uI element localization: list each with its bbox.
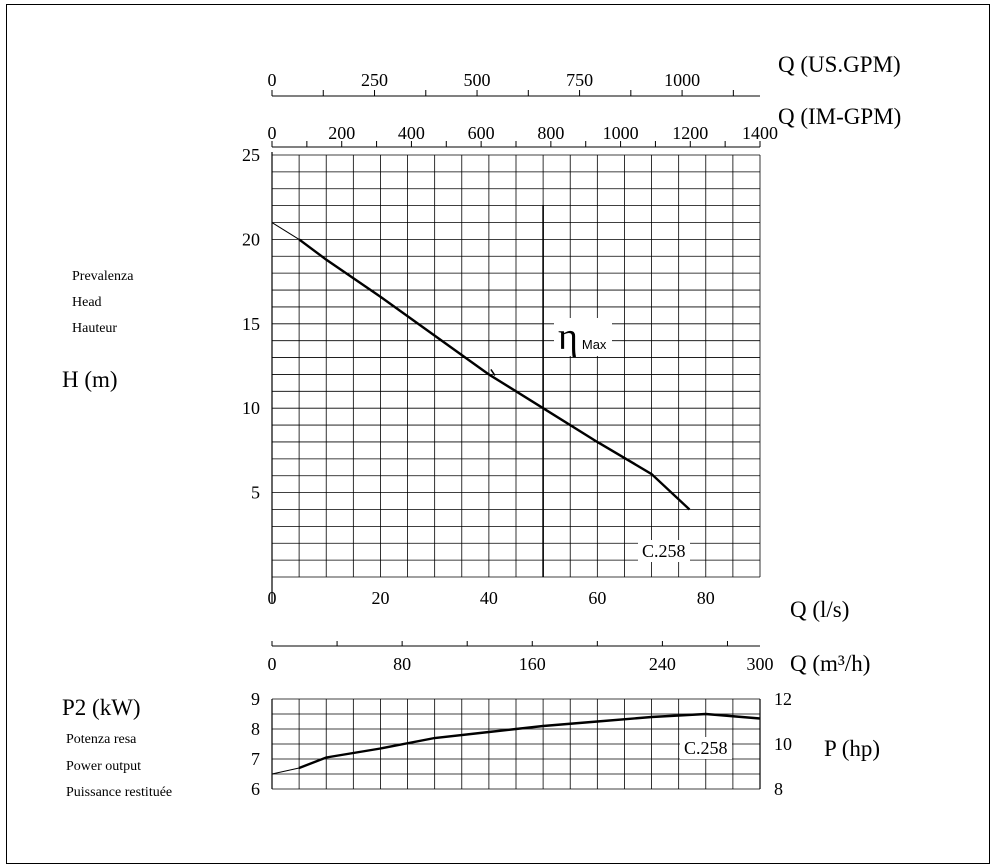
im-gpm-tick-label: 1200 <box>672 123 708 143</box>
m3h-tick-label: 0 <box>268 654 277 674</box>
power-curve-line <box>298 712 761 770</box>
us-gpm-tick-label: 750 <box>566 70 593 90</box>
head-y-tick-label: 15 <box>242 314 260 334</box>
q-ls-axis-label: Q (l/s) <box>790 597 850 622</box>
power-y2-tick-label: 8 <box>774 779 783 799</box>
us-gpm-tick-label: 1000 <box>664 70 700 90</box>
head-curve-tick <box>490 369 496 376</box>
im-gpm-tick-label: 400 <box>398 123 425 143</box>
power-kw-axis-label: P2 (kW) <box>62 695 141 720</box>
us-gpm-axis-label: Q (US.GPM) <box>778 52 901 77</box>
power-title-en: Power output <box>66 759 142 774</box>
im-gpm-tick-label: 600 <box>468 123 495 143</box>
im-gpm-tick-label: 1400 <box>742 123 778 143</box>
us-gpm-tick-label: 0 <box>268 70 277 90</box>
head-curve-extension <box>271 222 300 240</box>
head-title-en: Head <box>72 295 102 310</box>
power-hp-axis-label: P (hp) <box>824 736 881 761</box>
head-x-tick-label: 40 <box>480 588 498 608</box>
head-y-tick-label: 5 <box>251 483 260 503</box>
im-gpm-tick-label: 1000 <box>603 123 639 143</box>
im-gpm-tick-label: 800 <box>537 123 564 143</box>
us-gpm-tick-label: 250 <box>361 70 388 90</box>
im-gpm-tick-label: 200 <box>328 123 355 143</box>
power-y-tick-label: 9 <box>251 689 260 709</box>
m3h-tick-label: 160 <box>519 654 546 674</box>
power-curve-label: C.258 <box>680 737 732 759</box>
head-x-tick-label: 60 <box>588 588 606 608</box>
head-curve-line <box>298 238 691 511</box>
head-x-tick-label: 0 <box>268 588 277 608</box>
power-y-tick-label: 6 <box>251 779 260 799</box>
head-title-fr: Hauteur <box>72 321 118 336</box>
power-y2-tick-label: 10 <box>774 734 792 754</box>
m3h-tick-label: 300 <box>747 654 774 674</box>
power-curve-extension <box>271 767 300 775</box>
power-y-tick-label: 8 <box>251 719 260 739</box>
power-title-it: Potenza resa <box>66 732 137 747</box>
us-gpm-tick-label: 500 <box>464 70 491 90</box>
head-title-it: Prevalenza <box>72 269 134 284</box>
head-axis-label: H (m) <box>62 367 118 392</box>
head-y-tick-label: 10 <box>242 398 260 418</box>
m3h-tick-label: 240 <box>649 654 676 674</box>
head-y-tick-label: 25 <box>242 145 260 165</box>
head-curve-label: C.258 <box>638 540 690 562</box>
efficiency-max-label: η Max <box>554 318 613 356</box>
head-x-tick-label: 20 <box>371 588 389 608</box>
im-gpm-axis-label: Q (IM-GPM) <box>778 104 902 129</box>
im-gpm-tick-label: 0 <box>268 123 277 143</box>
power-y2-tick-label: 12 <box>774 689 792 709</box>
head-x-tick-label: 80 <box>697 588 715 608</box>
q-m3h-axis-label: Q (m³/h) <box>790 651 871 676</box>
head-y-tick-label: 20 <box>242 229 260 249</box>
m3h-tick-label: 80 <box>393 654 411 674</box>
power-title-fr: Puissance restituée <box>66 785 173 800</box>
power-y-tick-label: 7 <box>251 749 260 769</box>
